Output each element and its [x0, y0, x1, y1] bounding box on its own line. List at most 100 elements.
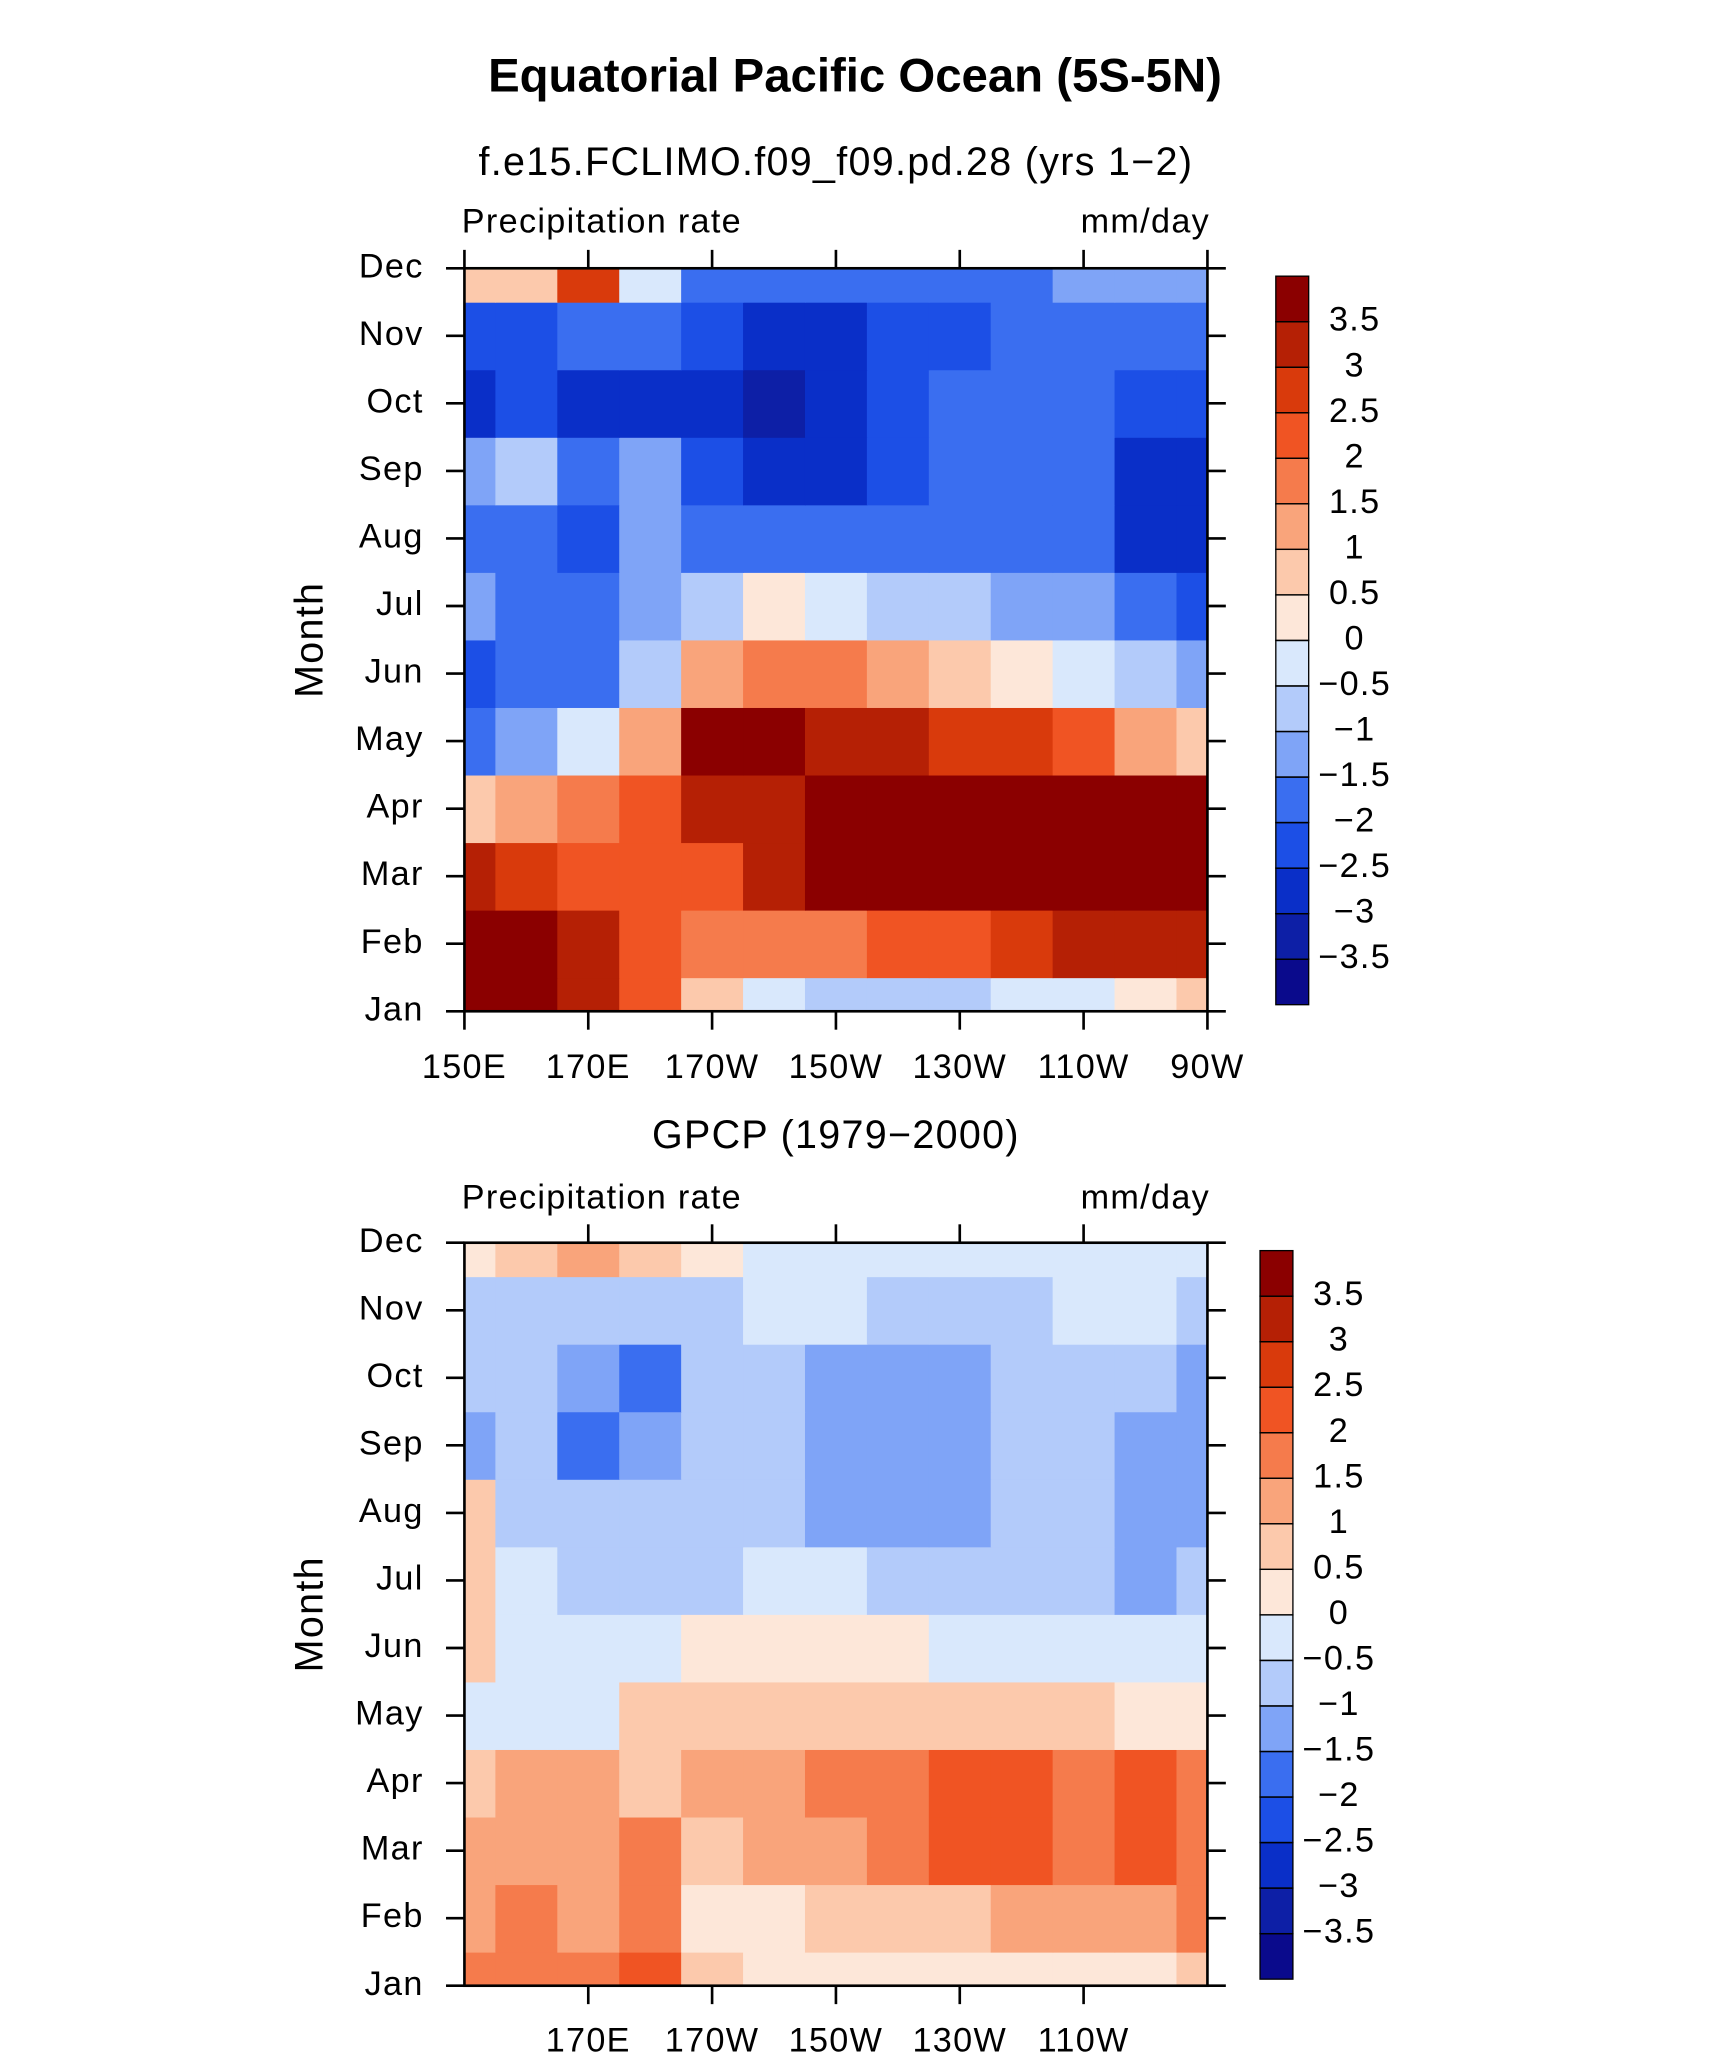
contour-cell: [619, 369, 682, 438]
colorbar-label: −1.5: [1318, 756, 1391, 794]
contour-cell: [681, 1276, 744, 1345]
contour-cell: [866, 504, 930, 573]
contour-cell: [1114, 437, 1178, 506]
contour-cell: [743, 1479, 806, 1548]
contour-cell: [990, 1884, 1054, 1953]
x-tick-label: 130W: [912, 1048, 1007, 1086]
contour-cell: [804, 1411, 868, 1480]
colorbar-label: 3.5: [1313, 1275, 1364, 1313]
contour-cell: [804, 302, 868, 371]
contour-cell: [681, 504, 744, 573]
contour-cell: [464, 842, 497, 911]
contour-cell: [990, 1276, 1054, 1345]
contour-cell: [1176, 572, 1208, 641]
contour-cell: [464, 1411, 497, 1480]
contour-cell: [1052, 302, 1116, 371]
y-tick-label: Jul: [376, 585, 424, 623]
contour-cell: [495, 1546, 558, 1615]
contour-cell: [743, 639, 806, 708]
contour-cell: [681, 1344, 744, 1413]
contour-cell: [990, 1749, 1054, 1818]
contour-cell: [804, 1276, 868, 1345]
contour-cell: [1114, 842, 1178, 911]
contour-cell: [619, 1546, 682, 1615]
y-tick-label: Aug: [359, 1492, 424, 1530]
contour-cell: [804, 707, 868, 776]
contour-cell: [1052, 1884, 1116, 1953]
y-tick-label: Oct: [367, 382, 424, 420]
contour-cell: [990, 1242, 1054, 1278]
y-tick-label: Nov: [359, 315, 424, 353]
contour-cell: [1052, 1344, 1116, 1413]
contour-cell: [619, 1681, 682, 1750]
contour-cell: [804, 1344, 868, 1413]
colorbar-box: [1259, 1568, 1294, 1616]
colorbar-box: [1259, 1432, 1294, 1479]
contour-cell: [866, 437, 930, 506]
contour-cell: [804, 977, 868, 1012]
colorbar-box: [1275, 412, 1310, 459]
contour-cell: [866, 1884, 930, 1953]
contour-cell: [866, 977, 930, 1012]
contour-cell: [557, 268, 620, 303]
contour-cell: [495, 639, 558, 708]
y-tick-label: Jan: [365, 1965, 424, 2003]
contour-cell: [464, 1276, 497, 1345]
contour-cell: [990, 1479, 1054, 1548]
contour-cell: [1052, 842, 1116, 911]
contour-cell: [743, 1276, 806, 1345]
y-tick-label: Jun: [365, 653, 424, 691]
x-tick-label: 110W: [1038, 2021, 1130, 2059]
contour-cell: [990, 1546, 1054, 1615]
contour-cell: [743, 1614, 806, 1683]
colorbar-box: [1275, 321, 1310, 368]
contour-cell: [928, 268, 992, 303]
contour-cell: [990, 639, 1054, 708]
contour-cell: [464, 774, 497, 844]
contour-cell: [1114, 302, 1178, 371]
contour-cell: [928, 302, 992, 371]
contour-cell: [1114, 1681, 1178, 1750]
colorbar-box: [1275, 776, 1310, 824]
colorbar-label: 1.5: [1329, 483, 1380, 521]
colorbar-box: [1275, 912, 1310, 960]
contour-cell: [619, 1749, 682, 1818]
contour-cell: [1176, 1479, 1208, 1548]
contour-cell: [990, 1614, 1054, 1683]
contour-cell: [990, 504, 1054, 573]
contour-cell: [464, 1749, 497, 1818]
contour-cell: [866, 909, 930, 979]
contour-cell: [990, 1344, 1054, 1413]
contour-cell: [464, 437, 497, 506]
contour-cell: [1114, 1951, 1178, 1986]
contour-cell: [928, 1816, 992, 1886]
colorbar-box: [1275, 639, 1310, 687]
contour-cell: [866, 1546, 930, 1615]
contour-cell: [495, 268, 558, 303]
contour-cell: [1114, 1546, 1178, 1615]
contour-cell: [1114, 1479, 1178, 1548]
colorbar-label: 3: [1345, 346, 1365, 384]
y-tick-label: May: [355, 720, 424, 758]
colorbar-label: 0: [1329, 1594, 1349, 1632]
colorbar-label: 2.5: [1313, 1366, 1364, 1404]
contour-cell: [804, 437, 868, 506]
colorbar-box: [1275, 594, 1310, 642]
contour-cell: [619, 1276, 682, 1345]
contour-cell: [743, 1681, 806, 1750]
contour-cell: [928, 639, 992, 708]
contour-cell: [1114, 977, 1178, 1012]
contour-cell: [1052, 1242, 1116, 1278]
contour-cell: [464, 639, 497, 708]
contour-cell: [619, 302, 682, 371]
contour-cell: [1176, 1951, 1208, 1986]
contour-cell: [804, 1242, 868, 1278]
contour-cell: [866, 707, 930, 776]
colorbar-label: −2.5: [1318, 847, 1391, 885]
contour-cell: [1114, 1816, 1178, 1886]
contour-cell: [928, 504, 992, 573]
contour-cell: [928, 1242, 992, 1278]
contour-cell: [804, 774, 868, 844]
colorbar-label: −3: [1318, 1867, 1360, 1905]
